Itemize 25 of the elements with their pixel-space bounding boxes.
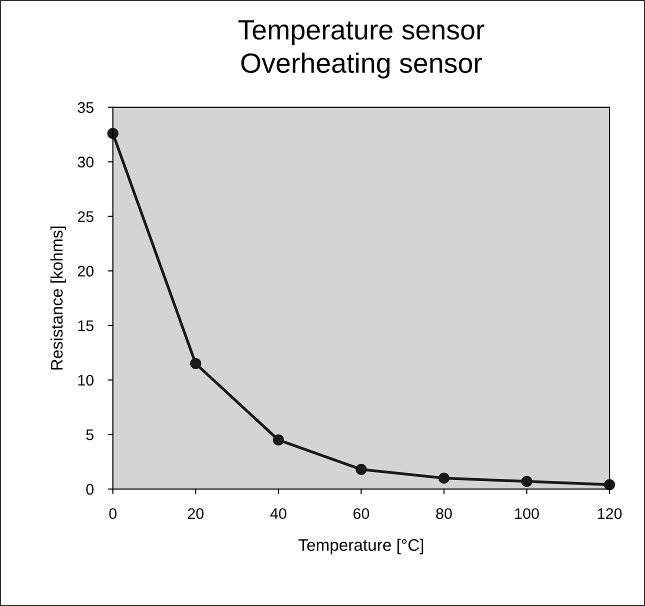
x-tick-label: 40 [270,508,286,520]
y-tick-label: 20 [78,266,94,277]
x-tick-label: 100 [515,508,539,520]
x-tick-label: 20 [188,508,204,520]
point [521,476,532,487]
y-tick-label: 30 [78,156,94,168]
chart-title: Temperature sensor [238,20,484,46]
y-tick-label: 0 [86,484,94,495]
x-tick-label: 0 [109,508,117,520]
y-tick-label: 15 [78,320,94,332]
point [438,472,450,484]
y-tick-label: 25 [78,211,94,222]
y-tick-label: 10 [78,374,94,386]
y-tick-label: 5 [86,430,94,440]
point [107,128,118,139]
x-tick-label: 80 [436,508,452,520]
x-tick-label: 120 [598,508,622,520]
y-axis-title: Resistance [kohms] [50,226,66,370]
chart-subtitle: Overheating sensor [241,52,482,78]
point [272,434,284,446]
point [356,464,367,475]
y-tick-label: 35 [78,102,94,113]
x-tick-label: 60 [353,508,370,520]
x-axis-title: Temperature [°C] [298,538,424,554]
point [190,358,202,370]
